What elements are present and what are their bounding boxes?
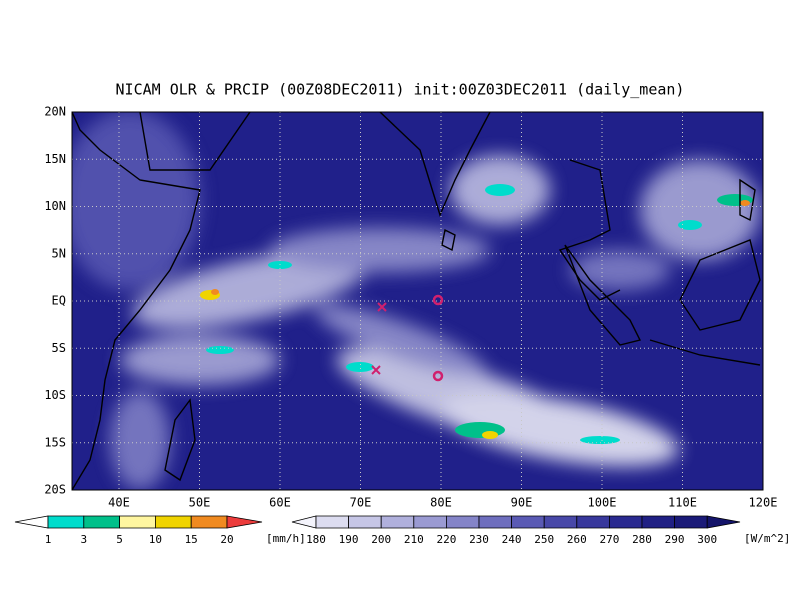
colorbar-label: 190 [339, 533, 359, 546]
colorbar-label: 280 [632, 533, 652, 546]
colorbar-label: 3 [80, 533, 87, 546]
lon-label: 100E [588, 496, 617, 510]
colorbar-label: 220 [436, 533, 456, 546]
colorbar-label: 240 [502, 533, 522, 546]
colorbar-label: 270 [599, 533, 619, 546]
lon-label: 60E [269, 496, 291, 510]
lon-label: 110E [668, 496, 697, 510]
colorbar-swatch [14, 515, 49, 529]
lat-label: 20S [44, 483, 66, 497]
colorbar-swatch [706, 515, 741, 529]
colorbar-swatch [641, 515, 675, 529]
colorbar-label: 15 [185, 533, 198, 546]
colorbar-swatch [413, 515, 447, 529]
colorbar-swatch [576, 515, 610, 529]
colorbar-label: 210 [404, 533, 424, 546]
colorbar-label: 290 [665, 533, 685, 546]
colorbar-swatch [155, 515, 192, 529]
lon-label: 40E [108, 496, 130, 510]
lat-label: 15N [44, 152, 66, 166]
colorbar-label: 230 [469, 533, 489, 546]
colorbar-label: 250 [534, 533, 554, 546]
colorbar-swatch [226, 515, 263, 529]
lon-label: 80E [430, 496, 452, 510]
colorbar-swatch [119, 515, 156, 529]
colorbar-unit: [W/m^2] [744, 532, 790, 545]
colorbar-label: 10 [149, 533, 162, 546]
map-field [72, 112, 763, 490]
lon-label: 90E [511, 496, 533, 510]
storm-marker [371, 302, 387, 375]
colorbar-label: 260 [567, 533, 587, 546]
lat-label: 10S [44, 388, 66, 402]
map-title: NICAM OLR & PRCIP (00Z08DEC2011) init:00… [116, 81, 685, 99]
colorbar-swatch [47, 515, 85, 529]
lat-label: 5N [52, 246, 66, 260]
lon-label: 70E [350, 496, 372, 510]
colorbar-swatch [609, 515, 643, 529]
colorbar-swatch [291, 515, 317, 529]
colorbar-swatch [674, 515, 708, 529]
lon-label: 50E [189, 496, 211, 510]
storm-marker [432, 294, 444, 306]
colorbar-swatch [446, 515, 480, 529]
colorbar-swatch [83, 515, 120, 529]
lat-label: 5S [52, 341, 66, 355]
colorbar-swatch [543, 515, 578, 529]
lat-label: 15S [44, 435, 66, 449]
colorbar-swatch [315, 515, 349, 529]
lon-label: 120E [749, 496, 778, 510]
colorbar-swatch [511, 515, 545, 529]
colorbar-swatch [380, 515, 415, 529]
storm-marker [432, 370, 444, 382]
colorbar-swatch [190, 515, 228, 529]
colorbar-label: 200 [371, 533, 391, 546]
map-frame [71, 111, 764, 491]
colorbar-label: 20 [220, 533, 233, 546]
lat-label: 20N [44, 105, 66, 119]
colorbar-unit: [mm/h] [266, 532, 306, 545]
colorbar-label: 5 [116, 533, 123, 546]
lat-label: 10N [44, 199, 66, 213]
colorbar-swatch [348, 515, 382, 529]
colorbar-label: 300 [697, 533, 717, 546]
colorbar-label: 1 [45, 533, 52, 546]
colorbar-label: 180 [306, 533, 326, 546]
lat-label: EQ [52, 294, 66, 308]
precip-patches [200, 184, 753, 444]
colorbar-swatch [478, 515, 512, 529]
